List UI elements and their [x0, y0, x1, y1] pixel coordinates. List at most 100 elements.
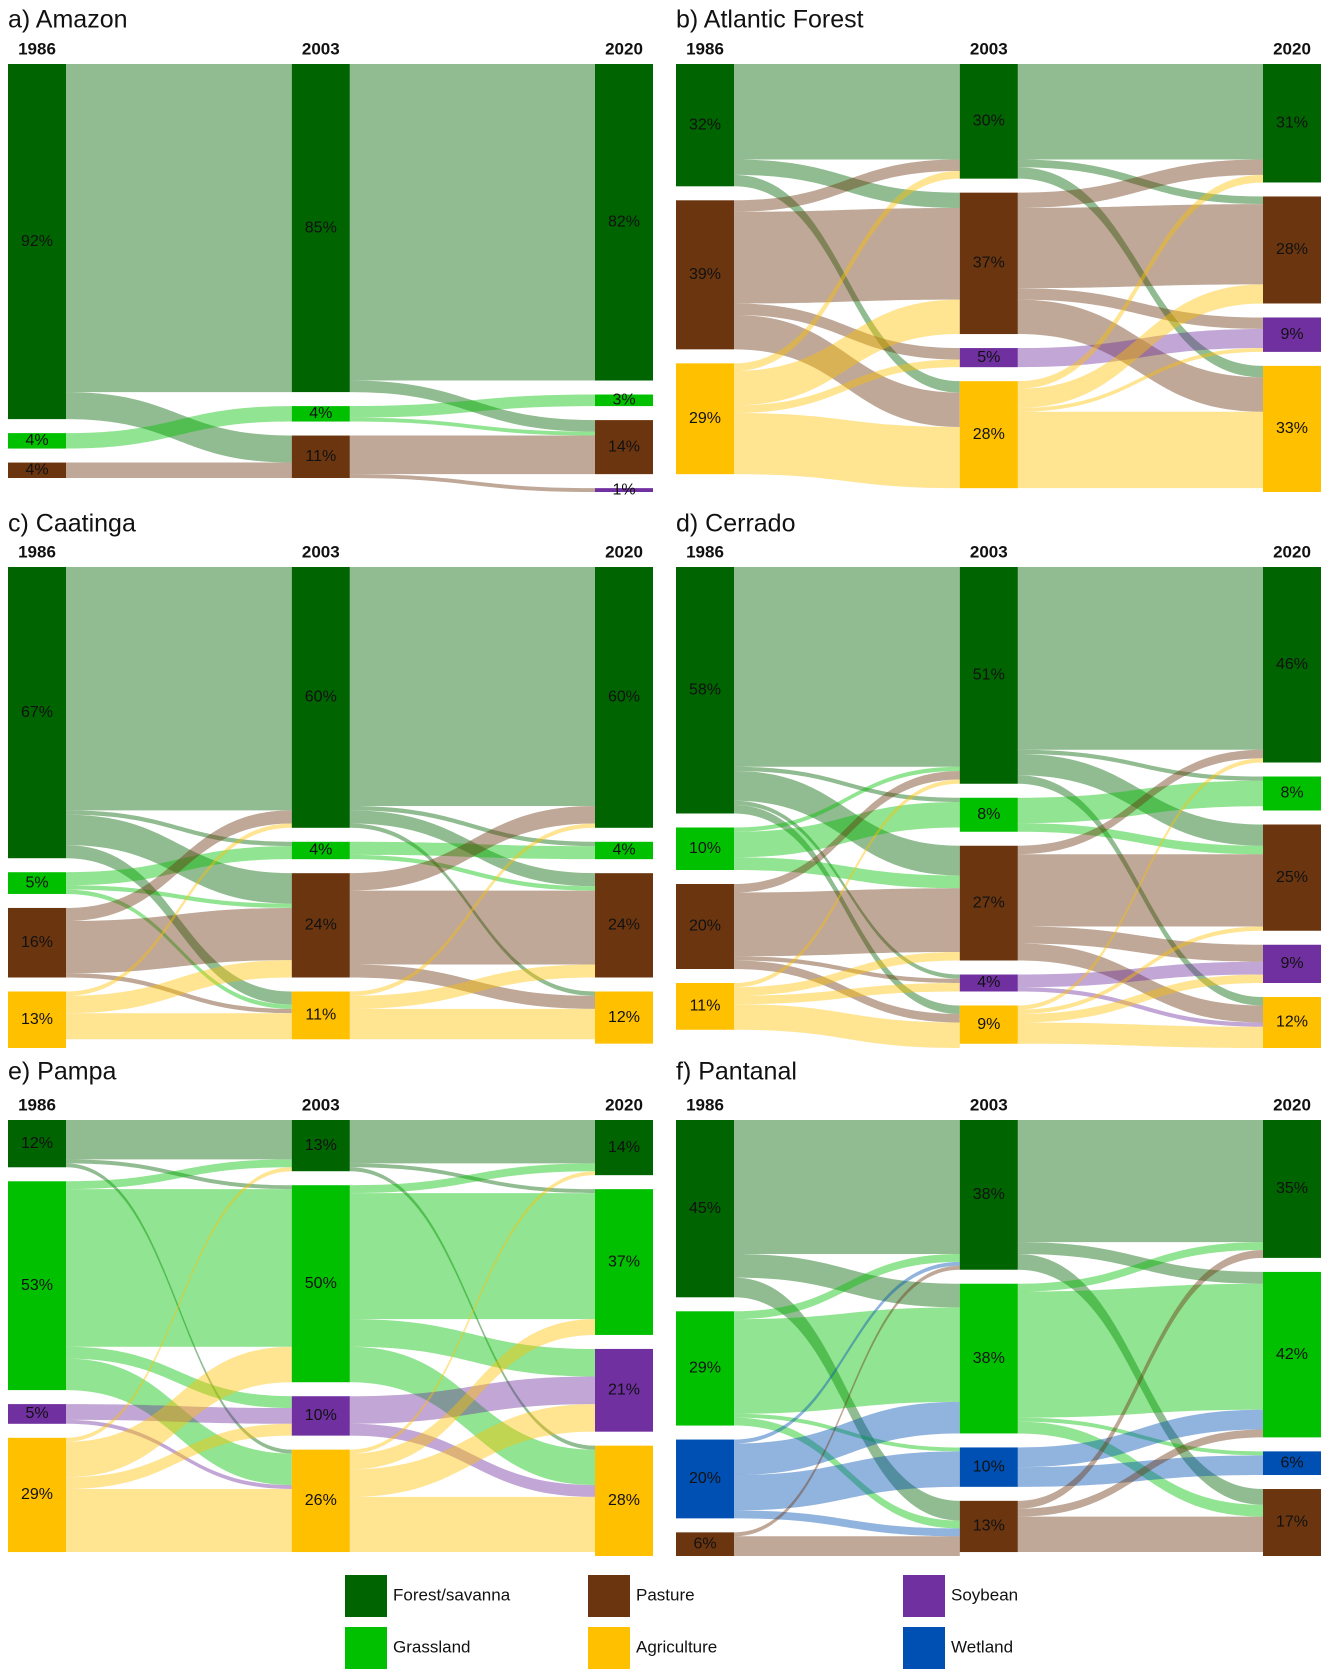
node-label: 51% [973, 667, 1005, 684]
node-label: 53% [21, 1277, 53, 1294]
node [8, 1404, 66, 1424]
node-label: 45% [689, 1200, 721, 1217]
flow [734, 952, 960, 996]
node-label: 9% [1280, 955, 1303, 972]
node-label: 29% [21, 1486, 53, 1503]
legend-swatch [903, 1627, 945, 1669]
legend-label: Grassland [393, 1637, 470, 1656]
flow [1017, 961, 1263, 988]
flow [1017, 204, 1263, 289]
node-label: 37% [608, 1253, 640, 1270]
flow [349, 806, 595, 891]
node [291, 841, 350, 860]
node-label: 29% [689, 410, 721, 427]
legend-label: Forest/savanna [393, 1585, 511, 1604]
year-label: 2003 [970, 542, 1008, 561]
node-label: 24% [608, 917, 640, 934]
node [291, 1185, 350, 1383]
flow [349, 806, 595, 847]
node-label: 4% [25, 432, 48, 449]
node-label: 27% [973, 894, 1005, 911]
node [676, 200, 734, 350]
flow [349, 1319, 595, 1377]
node-label: 4% [25, 461, 48, 478]
legend-swatch [588, 1627, 630, 1669]
node [8, 462, 66, 478]
node [291, 567, 350, 828]
node-label: 28% [973, 426, 1005, 443]
node-label: 58% [689, 681, 721, 698]
node-label: 6% [1280, 1454, 1303, 1471]
flow [734, 960, 960, 1023]
flow [66, 1159, 292, 1190]
legend-label: Pasture [636, 1585, 695, 1604]
node-label: 25% [1276, 869, 1308, 886]
legend-label: Wetland [951, 1637, 1013, 1656]
flow [1017, 299, 1263, 412]
flow [734, 1253, 960, 1320]
flow [349, 1163, 595, 1194]
flow [66, 1419, 292, 1490]
node-label: 11% [305, 1007, 336, 1024]
node [676, 1120, 734, 1298]
flow [734, 983, 960, 1005]
sankey-panel: e) Pampa 1986 12% 53% 5% 29% 2003 13% 50% 10% 26% 2… [8, 1058, 653, 1556]
node-label: 29% [689, 1360, 721, 1377]
node-label: 12% [21, 1135, 53, 1152]
node-label: 5% [25, 1405, 48, 1422]
node-label: 31% [1276, 114, 1308, 131]
panel-title: f) Pantanal [676, 1058, 797, 1086]
node-label: 39% [689, 266, 721, 283]
panel-title: d) Cerrado [676, 510, 796, 538]
flow [349, 841, 595, 860]
legend-swatch [588, 1575, 630, 1617]
node-label: 4% [309, 842, 332, 859]
node [595, 64, 653, 381]
flow [734, 1277, 960, 1521]
flow [349, 474, 595, 492]
flow [1017, 1242, 1263, 1292]
node-label: 60% [305, 689, 337, 706]
flow [66, 406, 292, 449]
node [595, 394, 653, 407]
node-label: 3% [612, 392, 635, 409]
flow [1017, 974, 1263, 1023]
year-label: 2020 [605, 542, 643, 561]
node-label: 5% [977, 349, 1000, 366]
node-label: 11% [305, 448, 336, 465]
node [1263, 944, 1321, 983]
node [676, 983, 734, 1030]
flow [734, 771, 960, 893]
flow [349, 1376, 595, 1424]
flow [734, 888, 960, 957]
node [291, 1396, 350, 1436]
legend-label: Agriculture [636, 1637, 717, 1656]
flow [1017, 754, 1263, 846]
flow [66, 1163, 292, 1454]
flow [734, 771, 960, 876]
flow [349, 417, 595, 436]
flow [349, 1496, 595, 1553]
node [959, 381, 1018, 489]
flow [66, 1358, 292, 1486]
flow [1017, 288, 1263, 329]
flow [1017, 823, 1263, 855]
flow [1017, 167, 1263, 378]
flow [734, 1510, 960, 1537]
node-label: 28% [1276, 241, 1308, 258]
flow [1017, 1409, 1263, 1468]
node-label: 10% [973, 1458, 1005, 1475]
flow [734, 299, 960, 406]
flow [734, 171, 960, 371]
node [291, 64, 350, 393]
flow [734, 1401, 960, 1476]
node [959, 1447, 1018, 1487]
node-label: 17% [1276, 1514, 1308, 1531]
flow [734, 1413, 960, 1452]
node [291, 1449, 350, 1553]
flow [734, 413, 960, 489]
node-label: 13% [305, 1137, 337, 1154]
node [959, 348, 1018, 368]
flow [349, 1171, 595, 1454]
